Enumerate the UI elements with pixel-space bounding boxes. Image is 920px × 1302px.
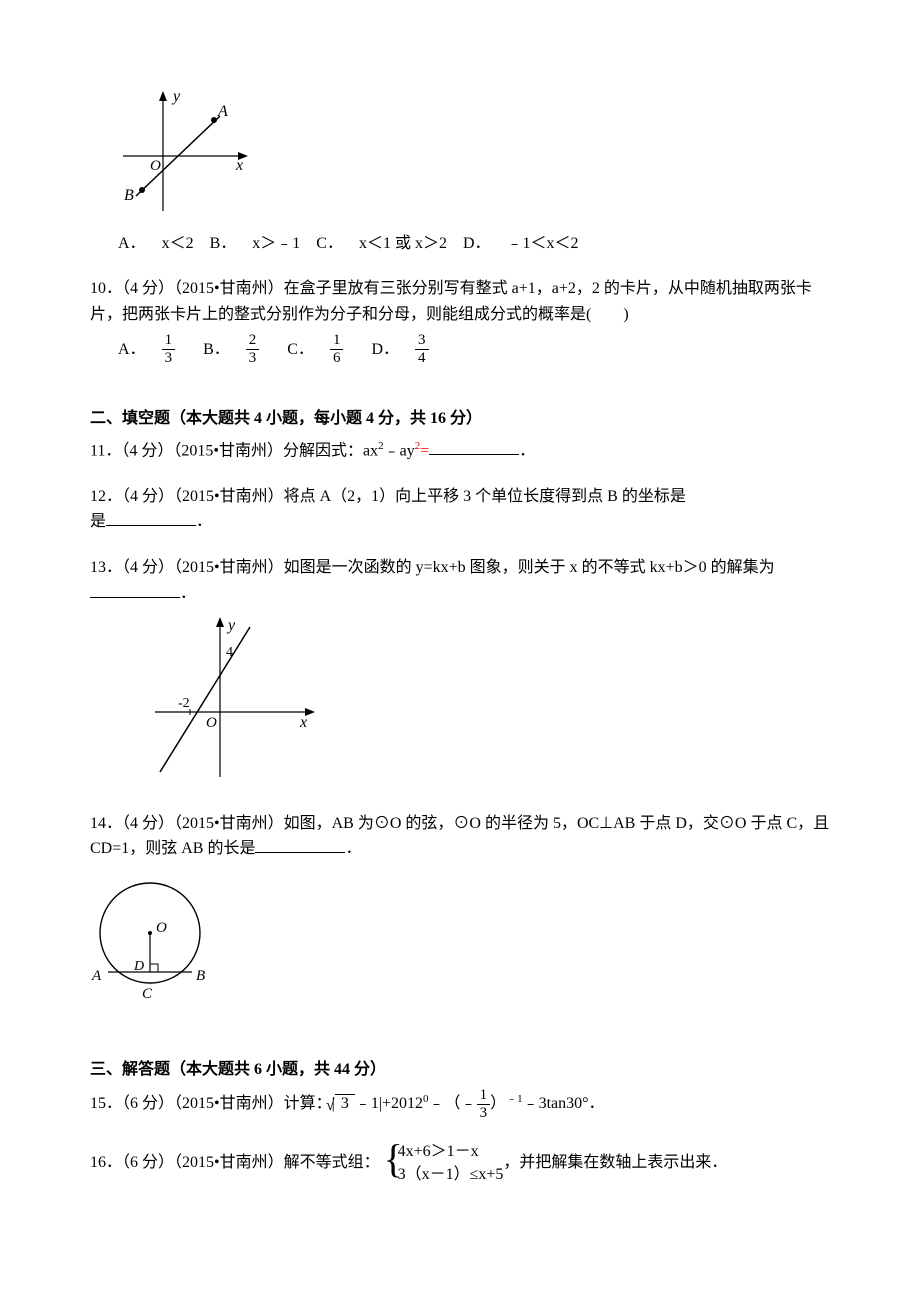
opt-C-frac: 1 6 <box>330 333 356 366</box>
label-x: x <box>235 157 243 174</box>
q11-pre: 11．（4 分）（2015•甘南州）分解因式：ax <box>90 442 378 459</box>
frac-den: 6 <box>330 350 344 366</box>
q9-figure: y x O A B <box>90 86 830 225</box>
q13-svg: y x O -2 4 <box>150 612 320 782</box>
q12: 12．（4 分）（2015•甘南州）将点 A（2，1）向上平移 3 个单位长度得… <box>90 484 830 535</box>
q10-options: A． 1 3 B． 2 3 C． 1 6 D． 3 4 <box>90 333 830 366</box>
label-A: A <box>217 103 228 120</box>
q15-mid3: ） <box>490 1095 506 1112</box>
opt-C-prefix: C． <box>287 341 314 358</box>
section2-title: 二、填空题（本大题共 4 小题，每小题 4 分，共 16 分） <box>90 406 830 432</box>
label-O: O <box>150 158 161 174</box>
q13-post: ． <box>180 585 196 602</box>
opt-B: x＞﹣1 <box>252 235 300 252</box>
label-A: A <box>91 968 102 984</box>
q14: 14．（4 分）（2015•甘南州）如图，AB 为⊙O 的弦，⊙O 的半径为 5… <box>90 811 830 1017</box>
q16-system: { 4x+6＞1－x 3（x－1）≤x+5 <box>384 1141 504 1186</box>
q14-figure: O A B D C <box>90 878 830 1017</box>
q9-options: A． x＜2 B． x＞﹣1 C． x＜1 或 x＞2 D． ﹣1＜x＜2 <box>90 231 830 257</box>
q13-pre: 13．（4 分）（2015•甘南州）如图是一次函数的 y=kx+b 图象，则关于… <box>90 559 775 576</box>
frac-num: 1 <box>162 333 176 350</box>
q11-blank <box>429 438 519 455</box>
q11: 11．（4 分）（2015•甘南州）分解因式：ax2﹣ay2=． <box>90 438 830 464</box>
label-x: x <box>299 714 307 731</box>
q9-svg: y x O A B <box>118 86 248 216</box>
frac-num: 2 <box>246 333 260 350</box>
q15: 15．（6 分）（2015•甘南州）计算：| √3 ﹣1|+20120﹣（﹣ 1… <box>90 1088 830 1121</box>
q16: 16．（6 分）（2015•甘南州）解不等式组： { 4x+6＞1－x 3（x－… <box>90 1141 830 1186</box>
label-B: B <box>124 187 134 204</box>
label-D: D <box>133 959 144 974</box>
label-y: y <box>171 88 181 105</box>
q15-frac: 1 3 <box>477 1088 491 1121</box>
q15-post: ﹣3tan30°． <box>523 1095 605 1112</box>
q12-pre: 12．（4 分）（2015•甘南州）将点 A（2，1）向上平移 3 个单位长度得… <box>90 488 686 505</box>
q16-pre: 16．（6 分）（2015•甘南州）解不等式组： <box>90 1154 380 1171</box>
q14-blank <box>255 836 345 853</box>
q15-mid2: ﹣（﹣ <box>429 1095 477 1112</box>
sqrt-icon: √3 <box>335 1094 355 1112</box>
label-neg2: -2 <box>178 696 190 711</box>
q10: 10．（4 分）（2015•甘南州）在盒子里放有三张分别写有整式 a+1，a+2… <box>90 276 830 366</box>
q15-mid1: ﹣1|+2012 <box>355 1095 423 1112</box>
label-O: O <box>156 920 167 936</box>
frac-num: 1 <box>477 1088 491 1105</box>
frac-num: 3 <box>415 333 429 350</box>
opt-A-frac: 1 3 <box>162 333 188 366</box>
q9: y x O A B A． x＜2 B． x＞﹣1 C． x＜1 或 x＞2 D．… <box>90 86 830 256</box>
frac-num: 1 <box>330 333 344 350</box>
q13: 13．（4 分）（2015•甘南州）如图是一次函数的 y=kx+b 图象，则关于… <box>90 555 830 791</box>
q10-stem: 10．（4 分）（2015•甘南州）在盒子里放有三张分别写有整式 a+1，a+2… <box>90 276 830 327</box>
opt-A-prefix: A． <box>118 235 146 252</box>
opt-D: ﹣1＜x＜2 <box>507 235 579 252</box>
q12-blank <box>106 509 196 526</box>
q15-pre: 15．（6 分）（2015•甘南州）计算：| <box>90 1095 335 1112</box>
q16-row2: 3（x－1）≤x+5 <box>398 1164 504 1186</box>
label-O: O <box>206 715 217 731</box>
q14-post: ． <box>345 840 361 857</box>
opt-C-prefix: C． <box>316 235 343 252</box>
brace-icon: { <box>384 1139 403 1179</box>
q11-mid: ﹣ay <box>384 442 415 459</box>
q14-pre: 14．（4 分）（2015•甘南州）如图，AB 为⊙O 的弦，⊙O 的半径为 5… <box>90 815 829 858</box>
q13-blank <box>90 581 180 598</box>
opt-A: x＜2 <box>162 235 194 252</box>
q16-row1: 4x+6＞1－x <box>398 1141 504 1163</box>
page: y x O A B A． x＜2 B． x＞﹣1 C． x＜1 或 x＞2 D．… <box>0 0 920 1302</box>
q15-supneg1: ﹣1 <box>506 1093 523 1105</box>
opt-D-prefix: D． <box>371 341 399 358</box>
opt-B-prefix: B． <box>203 341 230 358</box>
q11-eq: = <box>420 442 429 459</box>
q12-post: ． <box>196 513 212 530</box>
label-4: 4 <box>226 645 233 660</box>
frac-den: 4 <box>415 350 429 366</box>
sqrt-inner: 3 <box>341 1095 349 1112</box>
opt-D-prefix: D． <box>463 235 491 252</box>
label-B: B <box>196 968 205 984</box>
opt-D-frac: 3 4 <box>415 333 441 366</box>
opt-B-prefix: B． <box>210 235 237 252</box>
frac-den: 3 <box>162 350 176 366</box>
q14-svg: O A B D C <box>90 878 220 1008</box>
label-C: C <box>142 986 153 1002</box>
opt-C: x＜1 或 x＞2 <box>359 235 447 252</box>
opt-A-prefix: A． <box>118 341 146 358</box>
section3-title: 三、解答题（本大题共 6 小题，共 44 分） <box>90 1057 830 1083</box>
frac-den: 3 <box>477 1105 491 1121</box>
q11-post: ． <box>519 442 535 459</box>
opt-B-frac: 2 3 <box>246 333 272 366</box>
q16-post: ，并把解集在数轴上表示出来． <box>503 1154 727 1171</box>
label-y: y <box>226 617 236 634</box>
frac-den: 3 <box>246 350 260 366</box>
q13-figure: y x O -2 4 <box>150 612 830 791</box>
